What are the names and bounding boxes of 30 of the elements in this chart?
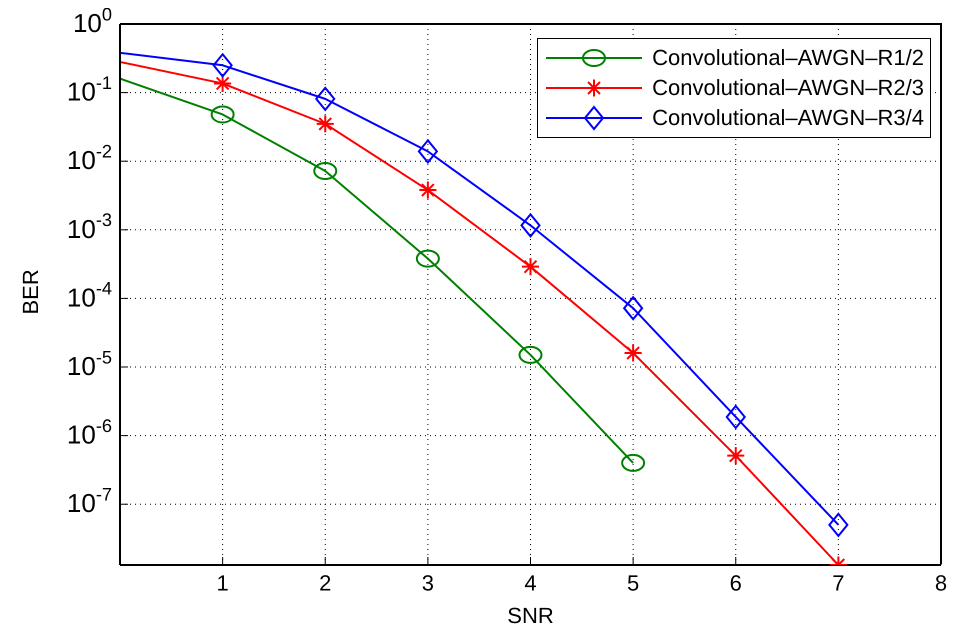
x-tick-label: 7 <box>832 570 844 596</box>
point <box>828 512 848 537</box>
point <box>313 162 338 180</box>
legend-label: Convolutional–AWGN–R1/2 <box>652 45 924 71</box>
x-tick-label: 3 <box>422 570 434 596</box>
point <box>418 139 438 164</box>
point <box>520 213 540 238</box>
x-tick-label: 8 <box>934 570 948 596</box>
point <box>416 250 440 268</box>
x-tick-label: 1 <box>216 570 229 596</box>
legend-label: Convolutional–AWGN–R3/4 <box>652 105 924 131</box>
point <box>316 114 335 134</box>
point <box>623 296 644 320</box>
x-tick-label: 4 <box>524 570 537 596</box>
x-tick-label: 5 <box>627 570 640 596</box>
point <box>315 86 336 111</box>
point <box>418 180 438 200</box>
point <box>624 343 643 363</box>
point <box>210 105 235 124</box>
legend-label: Convolutional–AWGN–R2/3 <box>652 75 924 101</box>
point <box>518 346 542 364</box>
x-tick-label: 6 <box>730 570 742 596</box>
point <box>621 454 646 472</box>
point <box>726 446 746 466</box>
point <box>212 53 233 78</box>
y-axis-title: BER <box>18 269 43 314</box>
point <box>726 404 746 429</box>
x-axis-title: SNR <box>507 603 554 628</box>
point <box>520 257 540 276</box>
x-tick-label: 2 <box>319 570 332 596</box>
